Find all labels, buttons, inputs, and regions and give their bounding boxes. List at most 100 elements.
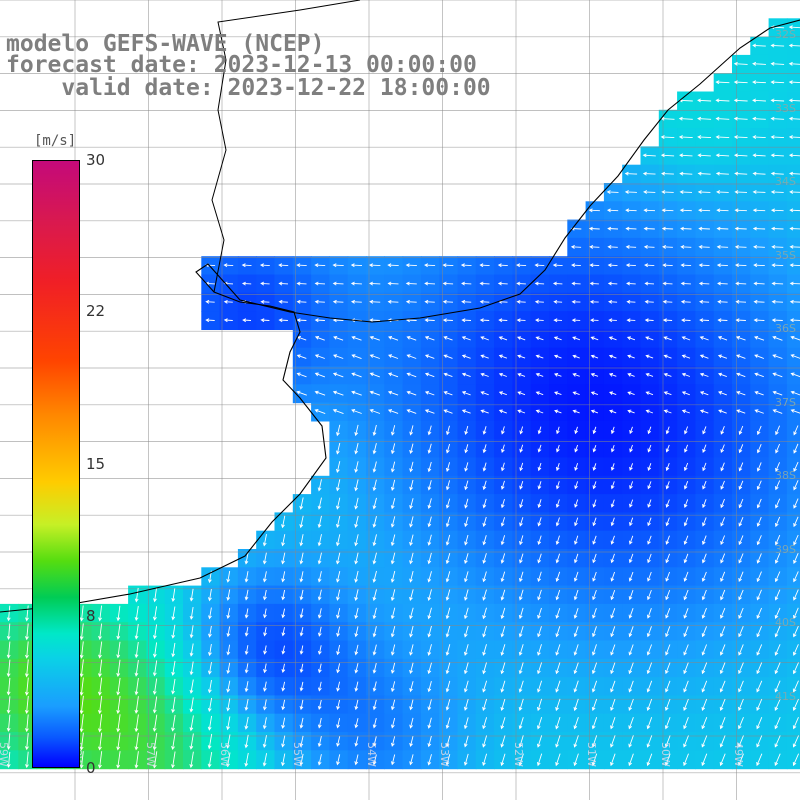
wind-vector [552, 263, 563, 268]
wind-vector [683, 698, 689, 711]
wind-vector [770, 208, 784, 213]
wind-vector [116, 605, 121, 622]
wind-vector [445, 644, 451, 656]
wind-vector [205, 318, 215, 323]
wind-vector [609, 391, 617, 396]
wind-vector [333, 354, 344, 359]
wind-vector [771, 244, 784, 249]
wind-vector [734, 190, 748, 194]
wind-vector [571, 263, 581, 268]
wind-vector [734, 208, 747, 213]
longitude-label: 56W [217, 742, 231, 767]
wind-vector [226, 716, 231, 731]
wind-vector [116, 751, 121, 769]
wind-vector [647, 589, 652, 601]
wind-vector [555, 462, 560, 472]
wind-vector [314, 336, 325, 341]
wind-vector [368, 263, 381, 268]
wind-vector [409, 625, 414, 638]
wind-vector [701, 680, 708, 693]
wind-vector [500, 589, 506, 601]
wind-vector [482, 498, 487, 509]
wind-vector [354, 644, 359, 656]
wind-vector [296, 390, 307, 396]
coastline [0, 19, 800, 613]
wind-vector [427, 516, 432, 528]
longitude-label: 52W [511, 742, 525, 767]
wind-vector [445, 443, 451, 454]
wind-vector [445, 571, 451, 583]
wind-vector [208, 644, 212, 657]
wind-vector [698, 281, 710, 286]
wind-vector [555, 589, 561, 601]
wind-vector [753, 318, 765, 323]
wind-vector [463, 717, 469, 730]
wind-vector [445, 589, 451, 601]
wind-vector [770, 135, 785, 139]
wind-vector [697, 153, 711, 158]
wind-vector [537, 535, 542, 545]
wind-vector [498, 391, 507, 396]
wind-vector [332, 390, 344, 396]
wind-vector [646, 644, 653, 656]
wind-vector [662, 281, 673, 286]
wind-vector [299, 534, 304, 547]
wind-vector [97, 677, 103, 696]
wind-vector [664, 753, 671, 767]
wind-vector [354, 589, 359, 602]
wind-vector [464, 534, 469, 546]
wind-vector [574, 499, 579, 508]
wind-vector [6, 677, 11, 696]
wind-vector [736, 409, 746, 414]
wind-vector [442, 281, 454, 286]
wind-vector [590, 354, 599, 359]
wind-vector [79, 695, 84, 715]
wind-vector [792, 698, 799, 711]
colorbar-tick-22: 22 [86, 302, 106, 320]
colorbar [32, 160, 80, 768]
wind-vector [553, 299, 563, 304]
wind-vector [281, 663, 286, 674]
wind-vector [756, 498, 762, 509]
wind-vector [752, 208, 766, 213]
wind-vector [336, 718, 341, 729]
wind-vector [590, 409, 599, 414]
wind-vector [390, 625, 396, 638]
wind-vector [697, 190, 711, 194]
wind-vector [734, 244, 747, 249]
wind-vector [97, 751, 103, 769]
wind-vector [697, 171, 711, 176]
wind-vector [698, 226, 710, 231]
wind-vector [500, 535, 506, 546]
wind-vector [627, 373, 635, 377]
wind-vector [518, 717, 524, 730]
wind-vector [738, 589, 744, 601]
wind-vector [701, 589, 707, 601]
wind-vector [738, 717, 744, 730]
wind-vector [152, 606, 158, 621]
wind-vector [424, 390, 435, 396]
wind-vector [592, 517, 597, 527]
wind-vector [427, 480, 432, 491]
wind-vector [409, 754, 414, 766]
wind-vector [354, 736, 359, 747]
wind-vector [793, 534, 799, 546]
wind-vector [517, 372, 526, 377]
wind-vector [610, 553, 615, 564]
wind-vector [735, 299, 747, 304]
wind-vector [427, 461, 432, 473]
wind-vector [445, 498, 451, 509]
wind-vector [299, 645, 304, 655]
wind-vector [482, 480, 487, 491]
wind-vector [519, 499, 524, 509]
wind-vector [592, 553, 597, 564]
wind-vector [572, 336, 581, 341]
wind-vector [406, 354, 417, 359]
wind-vector [518, 753, 524, 767]
wind-vector [716, 263, 728, 268]
wind-vector [610, 608, 616, 619]
wind-vector [573, 680, 579, 693]
wind-vector [317, 589, 322, 601]
wind-vector [189, 679, 194, 694]
wind-vector [792, 644, 799, 656]
